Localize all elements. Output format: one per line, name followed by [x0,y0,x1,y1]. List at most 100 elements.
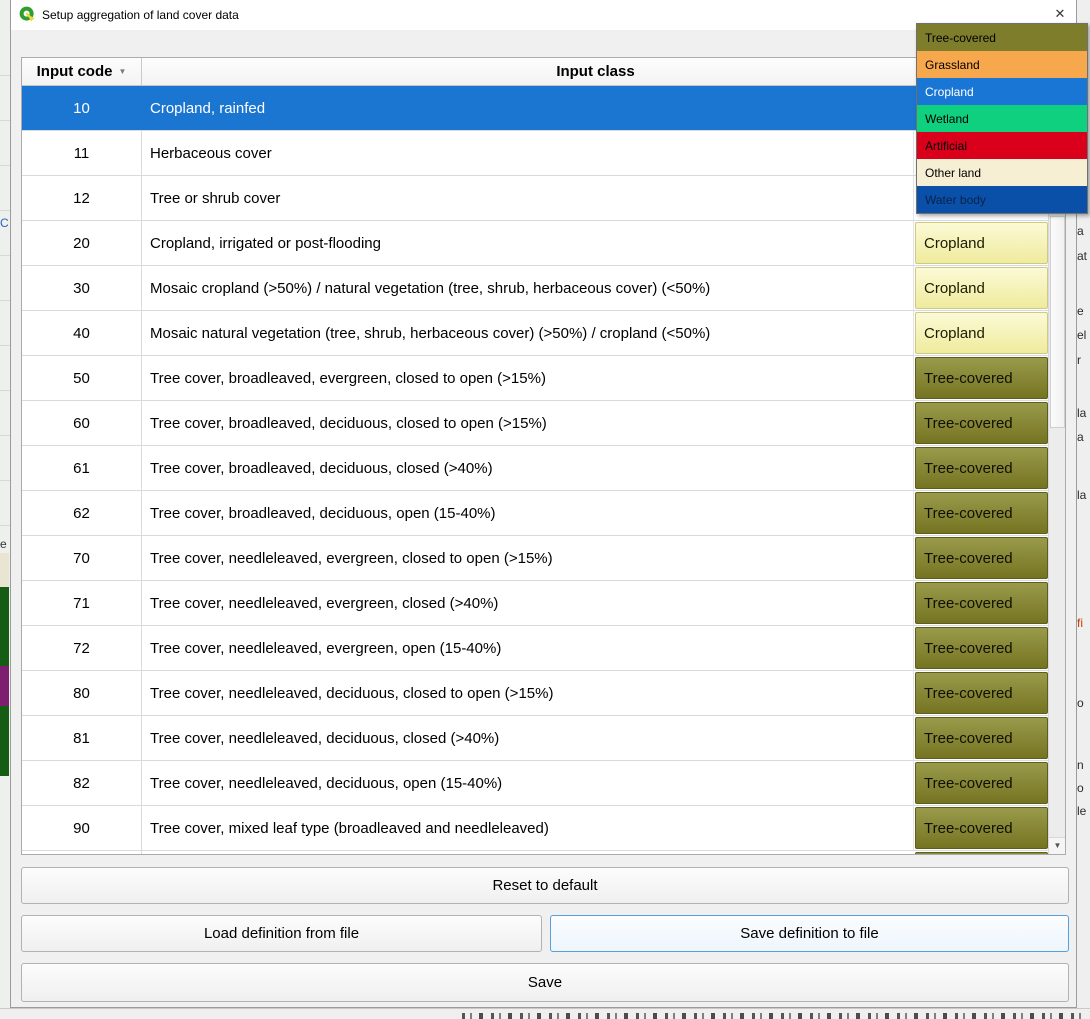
background-text-fragment: a [1077,224,1084,238]
output-class-button[interactable]: Tree-covered [915,762,1048,804]
output-class-button[interactable]: Tree-covered [915,627,1048,669]
output-class-button[interactable]: Tree-covered [915,717,1048,759]
cell-input-code: 10 [22,86,142,130]
dropdown-item-artificial[interactable]: Artificial [917,132,1087,159]
table-row[interactable]: 82 Tree cover, needleleaved, deciduous, … [22,761,1049,806]
table-row-partial [22,851,1049,854]
cell-input-code: 12 [22,176,142,220]
table-row[interactable]: 11 Herbaceous cover [22,131,1049,176]
table-row[interactable]: 81 Tree cover, needleleaved, deciduous, … [22,716,1049,761]
vertical-scrollbar[interactable]: ▼ [1048,86,1065,854]
cell-input-code: 40 [22,311,142,355]
cell-input-class: Tree cover, needleleaved, evergreen, ope… [142,626,914,670]
cell-input-class: Cropland, rainfed [142,86,914,130]
scroll-down-button[interactable]: ▼ [1049,837,1065,854]
table-row[interactable]: 12 Tree or shrub cover [22,176,1049,221]
table-row[interactable]: 10 Cropland, rainfed [22,86,1049,131]
cell-input-class: Tree cover, broadleaved, deciduous, clos… [142,401,914,445]
output-class-button[interactable]: Tree-covered [915,807,1048,849]
legend-swatch-purple [0,666,9,706]
cell-input-class [142,851,914,854]
table-row[interactable]: 60 Tree cover, broadleaved, deciduous, c… [22,401,1049,446]
legend-swatch-green [0,706,9,776]
output-class-button[interactable]: Tree-covered [915,672,1048,714]
output-class-button[interactable]: Tree-covered [915,582,1048,624]
output-class-dropdown: Tree-covered Grassland Cropland Wetland … [916,23,1088,214]
cell-input-code: 82 [22,761,142,805]
scrollbar-thumb[interactable] [1050,216,1065,428]
table-row[interactable]: 30 Mosaic cropland (>50%) / natural vege… [22,266,1049,311]
output-class-button[interactable]: Tree-covered [915,537,1048,579]
cell-input-code: 71 [22,581,142,625]
output-class-button[interactable]: Tree-covered [915,357,1048,399]
column-header-input-code[interactable]: Input code ▼ [22,58,142,85]
cell-input-code: 81 [22,716,142,760]
cell-input-code: 62 [22,491,142,535]
cell-input-code: 61 [22,446,142,490]
divider [0,525,10,526]
table-row[interactable]: 80 Tree cover, needleleaved, deciduous, … [22,671,1049,716]
statusbar-fragments [462,1013,1082,1019]
cell-input-class: Cropland, irrigated or post-flooding [142,221,914,265]
save-button[interactable]: Save [21,963,1069,1002]
cell-output: Tree-covered [914,536,1049,580]
dropdown-item-grassland[interactable]: Grassland [917,51,1087,78]
background-text-fragment: o [1077,696,1084,710]
table-row[interactable]: 20 Cropland, irrigated or post-flooding … [22,221,1049,266]
cell-output [914,851,1049,854]
table-row[interactable]: 50 Tree cover, broadleaved, evergreen, c… [22,356,1049,401]
table-row[interactable]: 71 Tree cover, needleleaved, evergreen, … [22,581,1049,626]
background-text-fragment: e [0,537,7,551]
cell-input-class: Tree cover, needleleaved, deciduous, ope… [142,761,914,805]
table-row[interactable]: 62 Tree cover, broadleaved, deciduous, o… [22,491,1049,536]
legend-swatch-green [0,587,9,666]
background-text-fragment: r [1077,353,1081,367]
table-row[interactable]: 61 Tree cover, broadleaved, deciduous, c… [22,446,1049,491]
dropdown-item-water-body[interactable]: Water body [917,186,1087,213]
dropdown-item-wetland[interactable]: Wetland [917,105,1087,132]
close-icon[interactable]: ✕ [1054,6,1066,21]
cell-input-code [22,851,142,854]
dropdown-item-cropland[interactable]: Cropland [917,78,1087,105]
reset-to-default-button[interactable]: Reset to default [21,867,1069,904]
table-row[interactable]: 70 Tree cover, needleleaved, evergreen, … [22,536,1049,581]
cell-input-class: Herbaceous cover [142,131,914,175]
load-definition-button[interactable]: Load definition from file [21,915,542,952]
table-row[interactable]: 72 Tree cover, needleleaved, evergreen, … [22,626,1049,671]
background-left-strip: C e [0,0,10,1019]
output-class-button[interactable]: Cropland [915,267,1048,309]
cell-output: Tree-covered [914,446,1049,490]
cell-input-code: 11 [22,131,142,175]
divider [0,345,10,346]
cell-input-code: 70 [22,536,142,580]
background-text-fragment: at [1077,249,1088,263]
background-text-fragment: la [1077,406,1087,420]
background-text-fragment: la [1077,488,1087,502]
cell-output: Tree-covered [914,761,1049,805]
background-text-fragment: le [1077,804,1087,818]
dropdown-item-tree-covered[interactable]: Tree-covered [917,24,1087,51]
output-class-button[interactable]: Tree-covered [915,402,1048,444]
cell-input-code: 30 [22,266,142,310]
output-class-button[interactable]: Cropland [915,312,1048,354]
background-text-fragment: C [0,216,9,230]
cell-input-code: 72 [22,626,142,670]
titlebar[interactable]: Setup aggregation of land cover data ✕ [11,0,1076,30]
column-header-label: Input class [556,63,635,80]
output-class-button[interactable]: Tree-covered [915,447,1048,489]
divider [0,480,10,481]
dropdown-item-other-land[interactable]: Other land [917,159,1087,186]
output-class-button[interactable]: Cropland [915,222,1048,264]
column-header-input-class[interactable]: Input class [142,58,1049,85]
cell-input-code: 90 [22,806,142,850]
background-text-fragment: o [1077,781,1084,795]
table-row[interactable]: 40 Mosaic natural vegetation (tree, shru… [22,311,1049,356]
table-body: 10 Cropland, rainfed 11 Herbaceous cover… [22,86,1049,854]
save-definition-button[interactable]: Save definition to file [550,915,1069,952]
output-class-button[interactable]: Tree-covered [915,492,1048,534]
table-row[interactable]: 90 Tree cover, mixed leaf type (broadlea… [22,806,1049,851]
cell-output: Tree-covered [914,671,1049,715]
cell-output: Tree-covered [914,716,1049,760]
cell-input-class: Tree cover, mixed leaf type (broadleaved… [142,806,914,850]
